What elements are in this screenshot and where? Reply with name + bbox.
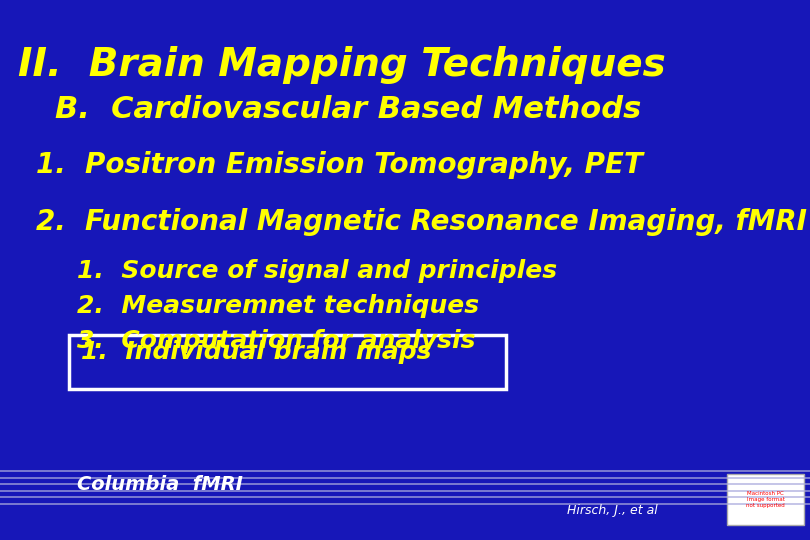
FancyBboxPatch shape [727,474,804,525]
Text: 1.  Source of signal and principles: 1. Source of signal and principles [77,259,557,283]
Text: 3.  Computation for analysis: 3. Computation for analysis [77,329,475,353]
Text: B.  Cardiovascular Based Methods: B. Cardiovascular Based Methods [55,94,642,124]
Text: Macintosh PC
Image format
not supported: Macintosh PC Image format not supported [746,491,785,508]
Text: II.  Brain Mapping Techniques: II. Brain Mapping Techniques [18,46,666,84]
FancyBboxPatch shape [69,335,506,389]
Text: 1.  Positron Emission Tomography, PET: 1. Positron Emission Tomography, PET [36,151,643,179]
Text: 1.  Individual brain maps: 1. Individual brain maps [81,340,432,364]
Text: 2.  Functional Magnetic Resonance Imaging, fMRI: 2. Functional Magnetic Resonance Imaging… [36,208,808,236]
Text: 2.  Measuremnet techniques: 2. Measuremnet techniques [77,294,479,318]
Text: Hirsch, J., et al: Hirsch, J., et al [567,504,658,517]
Text: Columbia  fMRI: Columbia fMRI [77,475,243,495]
